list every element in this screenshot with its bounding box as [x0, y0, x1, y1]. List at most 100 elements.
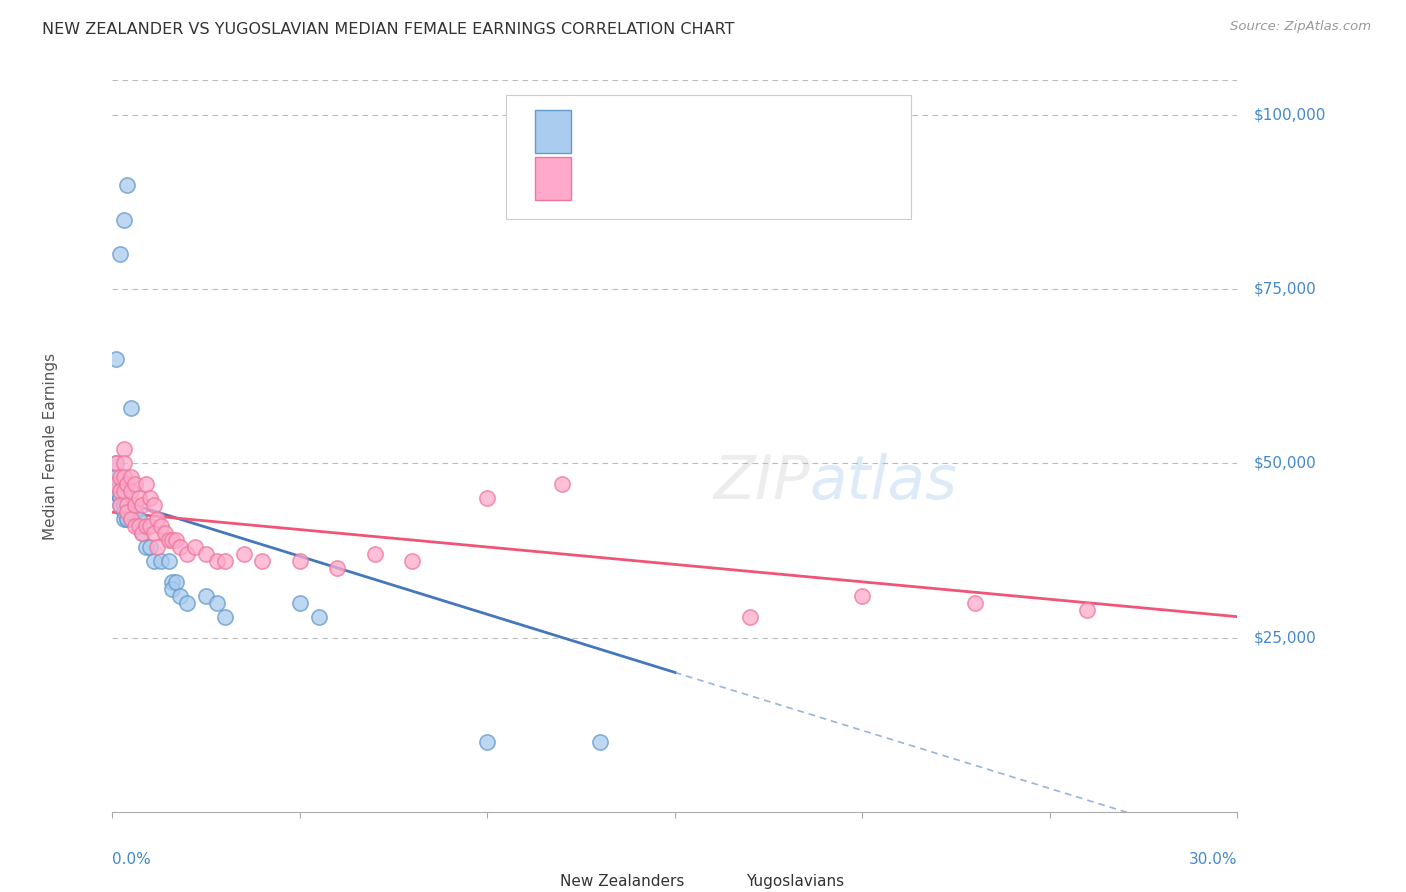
Point [214, 609, 236, 624]
FancyBboxPatch shape [536, 157, 571, 200]
Point [112, 505, 135, 519]
Text: $100,000: $100,000 [1254, 108, 1326, 122]
Point [139, 540, 162, 554]
Point [214, 554, 236, 568]
Point [135, 477, 157, 491]
Text: Source: ZipAtlas.com: Source: ZipAtlas.com [1230, 20, 1371, 33]
Point [108, 491, 131, 506]
Point [117, 512, 139, 526]
Point [117, 477, 139, 491]
Point [288, 554, 311, 568]
Point [108, 498, 131, 512]
Point [142, 498, 165, 512]
Point [139, 491, 162, 506]
Point [589, 735, 612, 749]
Point [108, 491, 131, 506]
FancyBboxPatch shape [515, 865, 554, 892]
Point [1076, 603, 1098, 617]
Point [124, 477, 146, 491]
Point [364, 547, 387, 561]
Point [162, 574, 184, 589]
Point [165, 533, 187, 547]
Point [851, 589, 873, 603]
Point [108, 484, 131, 499]
Text: Median Female Earnings: Median Female Earnings [44, 352, 58, 540]
Point [162, 533, 184, 547]
Point [128, 519, 150, 533]
Point [120, 512, 142, 526]
Point [195, 589, 218, 603]
Point [128, 512, 150, 526]
Point [120, 512, 142, 526]
Text: Yugoslavians: Yugoslavians [745, 873, 844, 888]
Point [105, 484, 128, 499]
Point [146, 512, 169, 526]
Point [112, 457, 135, 471]
Point [105, 477, 128, 491]
Point [131, 526, 153, 541]
Point [135, 519, 157, 533]
Point [477, 491, 499, 506]
Point [108, 484, 131, 499]
Text: 30.0%: 30.0% [1189, 852, 1237, 867]
Point [150, 519, 173, 533]
Text: atlas: atlas [810, 453, 957, 512]
Point [112, 512, 135, 526]
Point [139, 519, 162, 533]
Point [120, 470, 142, 484]
Point [477, 735, 499, 749]
Point [326, 561, 349, 575]
Point [157, 533, 180, 547]
Point [117, 505, 139, 519]
Point [195, 547, 218, 561]
Point [105, 457, 128, 471]
Text: R = -0.254   N = 40: R = -0.254 N = 40 [582, 123, 759, 141]
Point [176, 547, 198, 561]
Point [108, 470, 131, 484]
Point [135, 540, 157, 554]
Point [120, 484, 142, 499]
FancyBboxPatch shape [506, 95, 911, 219]
Text: $50,000: $50,000 [1254, 456, 1317, 471]
Text: New Zealanders: New Zealanders [560, 873, 685, 888]
Point [176, 596, 198, 610]
Point [131, 498, 153, 512]
Point [117, 178, 139, 192]
Point [128, 491, 150, 506]
Text: $25,000: $25,000 [1254, 630, 1317, 645]
Point [150, 554, 173, 568]
Point [112, 470, 135, 484]
Point [401, 554, 423, 568]
Point [142, 554, 165, 568]
FancyBboxPatch shape [700, 865, 740, 892]
Point [105, 470, 128, 484]
Point [108, 498, 131, 512]
Point [162, 582, 184, 596]
Point [738, 609, 761, 624]
Text: NEW ZEALANDER VS YUGOSLAVIAN MEDIAN FEMALE EARNINGS CORRELATION CHART: NEW ZEALANDER VS YUGOSLAVIAN MEDIAN FEMA… [42, 22, 735, 37]
Point [124, 519, 146, 533]
Point [142, 526, 165, 541]
Point [288, 596, 311, 610]
Point [207, 596, 229, 610]
Point [963, 596, 986, 610]
Point [120, 401, 142, 415]
Text: R = -0.364   N = 53: R = -0.364 N = 53 [582, 170, 759, 188]
Point [112, 212, 135, 227]
Point [551, 477, 574, 491]
Point [153, 526, 176, 541]
Point [105, 477, 128, 491]
Point [252, 554, 274, 568]
Point [146, 540, 169, 554]
Point [232, 547, 254, 561]
Point [308, 609, 330, 624]
Point [131, 526, 153, 541]
Text: $75,000: $75,000 [1254, 282, 1317, 297]
Point [184, 540, 207, 554]
Point [105, 351, 128, 366]
Point [117, 512, 139, 526]
Point [112, 498, 135, 512]
Point [207, 554, 229, 568]
Point [112, 442, 135, 457]
Point [157, 554, 180, 568]
